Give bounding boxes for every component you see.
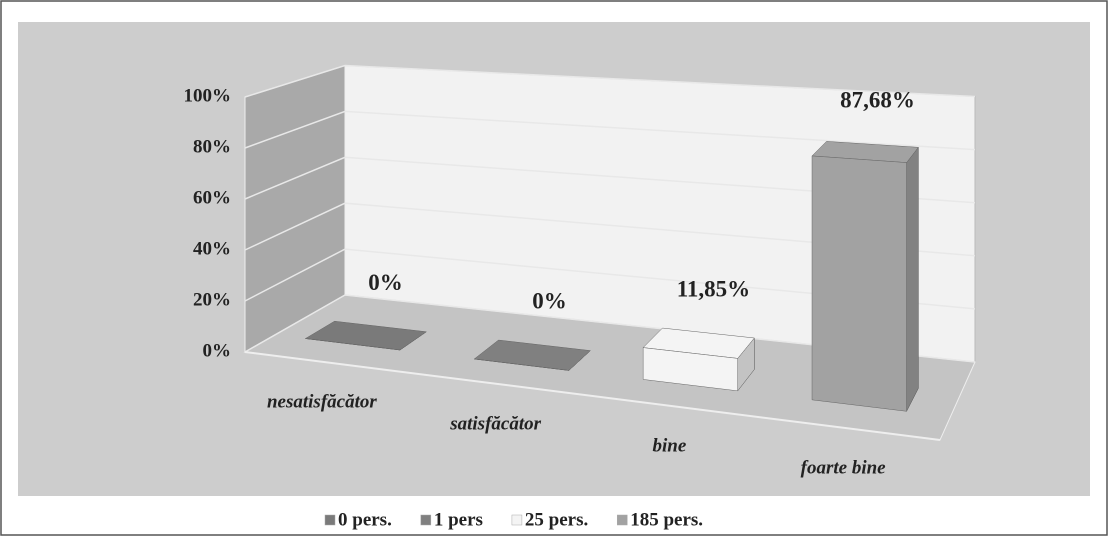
legend-swatch bbox=[420, 514, 432, 526]
y-tick-label: 20% bbox=[193, 289, 231, 310]
bar-front bbox=[811, 155, 907, 412]
x-tick-label: bine bbox=[652, 435, 686, 456]
y-tick-label: 100% bbox=[184, 85, 232, 106]
legend-swatch bbox=[324, 514, 336, 526]
grid-line bbox=[244, 294, 976, 363]
bar-side bbox=[906, 146, 919, 412]
grid-line bbox=[244, 110, 976, 151]
grid-line bbox=[244, 202, 976, 257]
x-tick-label: nesatisfăcător bbox=[267, 391, 377, 412]
y-tick-label: 40% bbox=[193, 238, 231, 259]
legend-label: 185 pers. bbox=[630, 509, 703, 530]
legend-label: 1 pers bbox=[434, 509, 483, 530]
grid-line bbox=[244, 248, 976, 310]
value-label: 11,85% bbox=[677, 276, 750, 301]
x-axis-line bbox=[244, 351, 941, 441]
x-tick-label: satisfăcător bbox=[449, 413, 541, 434]
bar-front bbox=[642, 347, 738, 392]
legend-swatch bbox=[511, 514, 523, 526]
y-tick-label: 0% bbox=[203, 340, 232, 361]
y-tick-label: 80% bbox=[193, 136, 231, 157]
bar-front bbox=[305, 338, 400, 351]
grid-line bbox=[244, 64, 976, 98]
legend-label: 0 pers. bbox=[338, 509, 392, 530]
x-tick-label: foarte bine bbox=[801, 457, 887, 478]
legend-swatch bbox=[616, 514, 628, 526]
value-label: 0% bbox=[532, 289, 567, 314]
value-label: 0% bbox=[368, 270, 403, 295]
value-label: 87,68% bbox=[840, 88, 915, 113]
grid-line bbox=[244, 156, 976, 204]
bar-front bbox=[474, 358, 569, 371]
legend-label: 25 pers. bbox=[525, 509, 588, 530]
y-tick-label: 60% bbox=[193, 187, 231, 208]
